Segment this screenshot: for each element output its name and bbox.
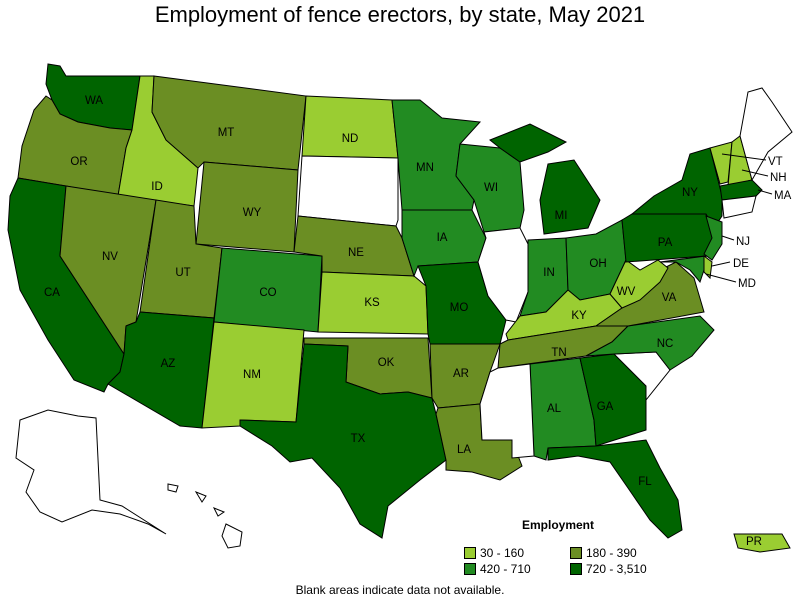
state-ma[interactable] xyxy=(719,179,763,201)
legend-item-3: 420 - 710 xyxy=(464,562,531,576)
label-nc: NC xyxy=(657,338,674,350)
label-ga: GA xyxy=(597,401,614,413)
label-pa: PA xyxy=(658,237,673,249)
label-al: AL xyxy=(547,403,562,415)
label-ny: NY xyxy=(682,187,698,199)
legend-title: Employment xyxy=(522,518,595,532)
state-md[interactable] xyxy=(659,255,707,284)
label-tn: TN xyxy=(551,347,566,359)
state-ak[interactable] xyxy=(15,409,167,535)
label-ut: UT xyxy=(175,267,190,279)
label-pr: PR xyxy=(746,536,762,548)
legend-item-4: 720 - 3,510 xyxy=(570,562,647,576)
state-sd[interactable] xyxy=(297,155,399,227)
state-hi[interactable] xyxy=(167,483,243,549)
state-wv[interactable] xyxy=(609,259,669,309)
label-ok: OK xyxy=(378,357,395,369)
legend-label-4: 720 - 3,510 xyxy=(586,562,647,576)
label-nv: NV xyxy=(102,251,118,263)
label-ks: KS xyxy=(364,297,380,309)
legend-swatch-4 xyxy=(570,563,582,575)
state-nc[interactable] xyxy=(585,315,715,371)
state-me[interactable] xyxy=(739,87,793,182)
label-ma: MA xyxy=(774,190,792,202)
legend-swatch-1 xyxy=(464,547,476,559)
label-mt: MT xyxy=(218,127,235,139)
state-fl[interactable] xyxy=(547,439,683,539)
callout-nj xyxy=(721,235,735,241)
label-ca: CA xyxy=(44,287,60,299)
label-tx: TX xyxy=(351,433,366,445)
legend-label-2: 180 - 390 xyxy=(586,546,637,560)
label-co: CO xyxy=(259,287,276,299)
callout-md xyxy=(705,273,737,283)
legend-label-1: 30 - 160 xyxy=(480,546,525,560)
state-tx[interactable] xyxy=(239,343,447,539)
state-nd[interactable] xyxy=(301,95,399,159)
label-wy: WY xyxy=(243,207,262,219)
label-vt: VT xyxy=(768,156,783,168)
label-de: DE xyxy=(733,258,749,270)
state-ct-ri[interactable] xyxy=(721,195,757,219)
callout-vt xyxy=(721,153,767,161)
label-ia: IA xyxy=(437,232,448,244)
label-nm: NM xyxy=(243,369,261,381)
state-mi[interactable] xyxy=(489,123,601,235)
label-ne: NE xyxy=(348,247,364,259)
legend-swatch-2 xyxy=(570,547,582,559)
state-il[interactable] xyxy=(477,227,529,323)
state-mt[interactable] xyxy=(151,75,307,171)
state-nj[interactable] xyxy=(703,215,723,261)
label-va: VA xyxy=(662,292,677,304)
label-mn: MN xyxy=(416,162,434,174)
callout-nh xyxy=(741,169,769,177)
legend-label-3: 420 - 710 xyxy=(480,562,531,576)
label-md: MD xyxy=(738,278,756,290)
label-oh: OH xyxy=(589,258,606,270)
callout-ma xyxy=(757,189,773,195)
label-wv: WV xyxy=(617,286,636,298)
state-de[interactable] xyxy=(703,255,713,280)
state-pr[interactable] xyxy=(733,533,791,553)
label-nh: NH xyxy=(770,172,787,184)
label-nj: NJ xyxy=(736,236,750,248)
legend-item-2: 180 - 390 xyxy=(570,546,637,560)
label-ar: AR xyxy=(453,368,469,380)
callout-de xyxy=(711,261,731,267)
label-in: IN xyxy=(543,267,555,279)
footnote: Blank areas indicate data not available. xyxy=(295,583,505,597)
label-fl: FL xyxy=(638,476,652,488)
label-nd: ND xyxy=(342,133,359,145)
legend-swatch-3 xyxy=(464,563,476,575)
label-az: AZ xyxy=(161,358,176,370)
label-or: OR xyxy=(70,156,87,168)
label-wa: WA xyxy=(85,95,103,107)
label-ky: KY xyxy=(571,310,587,322)
state-ms[interactable] xyxy=(479,363,535,459)
label-wi: WI xyxy=(484,182,498,194)
legend-item-1: 30 - 160 xyxy=(464,546,524,560)
map-title: Employment of fence erectors, by state, … xyxy=(154,2,646,27)
label-mo: MO xyxy=(450,302,469,314)
label-id: ID xyxy=(151,181,163,193)
label-la: LA xyxy=(457,444,471,456)
label-mi: MI xyxy=(555,210,568,222)
